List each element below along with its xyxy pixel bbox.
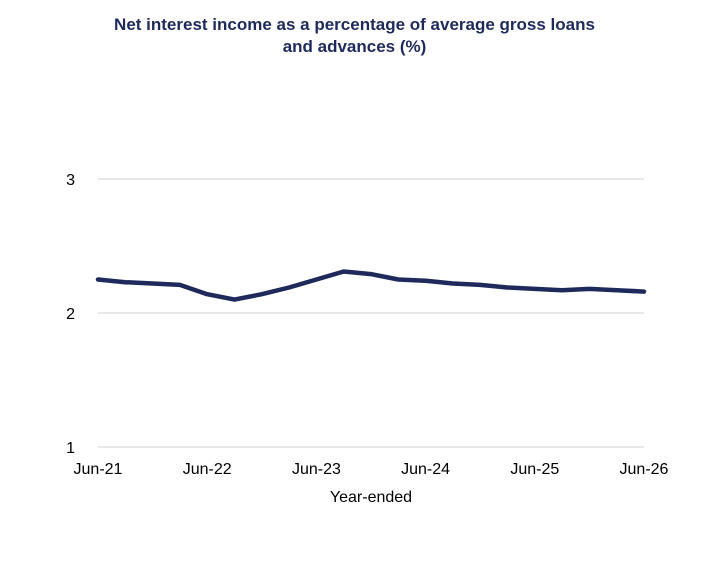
y-axis-ticks: 1 2 3 (66, 172, 75, 457)
x-axis-label: Year-ended (330, 489, 412, 506)
x-tick-label: Jun-24 (401, 461, 450, 478)
y-tick-label: 1 (66, 440, 75, 457)
x-tick-label: Jun-26 (620, 461, 669, 478)
x-tick-label: Jun-21 (74, 461, 123, 478)
series-line (95, 269, 647, 302)
gridlines (98, 178, 644, 448)
x-axis-ticks: Jun-21 Jun-22 Jun-23 Jun-24 Jun-25 Jun-26 (74, 461, 669, 478)
x-tick-label: Jun-23 (292, 461, 341, 478)
y-tick-label: 2 (66, 306, 75, 323)
chart-title-line-2: and advances (%) (282, 37, 427, 56)
y-tick-label: 3 (66, 172, 75, 189)
series-group (95, 269, 647, 302)
x-tick-label: Jun-25 (510, 461, 559, 478)
x-tick-label: Jun-22 (183, 461, 232, 478)
chart-title-line-1: Net interest income as a percentage of a… (114, 15, 595, 34)
chart-title: Net interest income as a percentage of a… (0, 14, 709, 58)
